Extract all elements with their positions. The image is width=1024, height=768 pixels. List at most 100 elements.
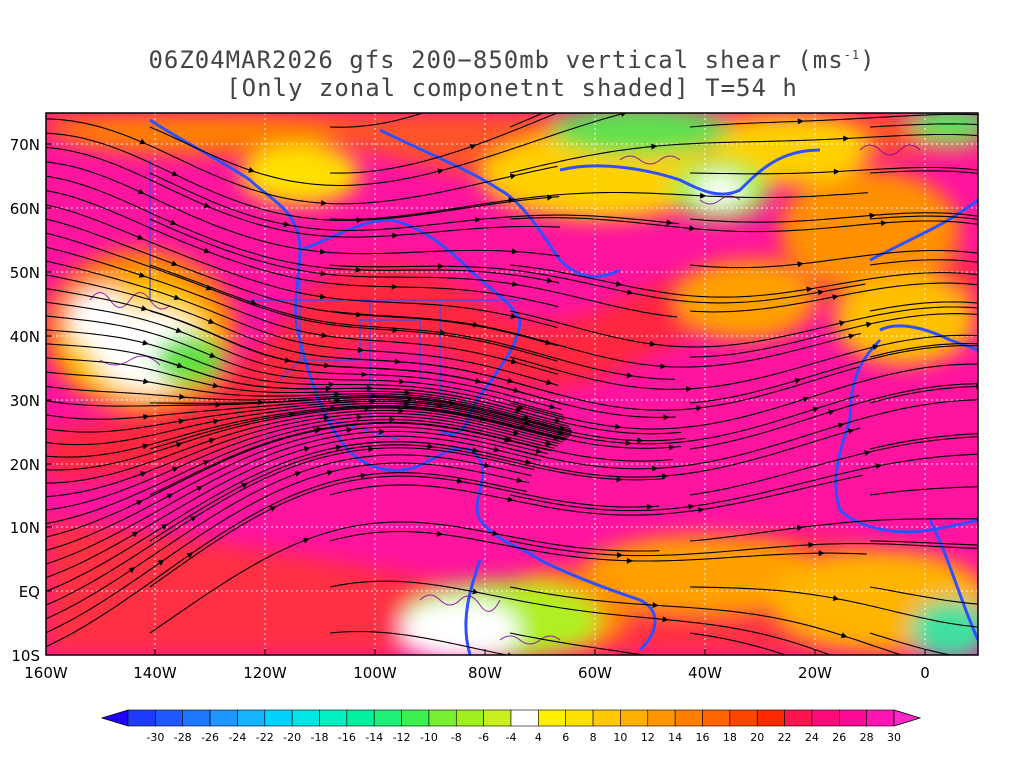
streamline-arrow <box>356 414 363 421</box>
streamline-arrow <box>437 402 444 409</box>
streamline <box>869 586 978 605</box>
streamline-arrow <box>848 333 855 340</box>
streamline <box>329 530 867 562</box>
colorbar-swatch <box>483 709 512 727</box>
streamline-arrow <box>615 280 623 287</box>
streamline-arrow <box>837 422 845 429</box>
streamline-arrow <box>157 559 165 566</box>
streamline-arrow <box>328 381 335 388</box>
streamline-arrow <box>208 437 216 444</box>
streamline-arrow <box>506 436 513 443</box>
colorbar-swatch <box>729 709 758 727</box>
streamline-arrow <box>797 261 804 268</box>
streamline-arrow <box>848 660 855 666</box>
streamline-arrow <box>806 286 813 293</box>
colorbar-swatch <box>264 709 293 727</box>
streamline-arrow <box>688 503 695 510</box>
streamline <box>329 630 510 655</box>
colorbar-label: -6 <box>478 731 489 744</box>
coastlines <box>149 118 978 655</box>
streamline <box>689 383 978 450</box>
streamline-arrow <box>662 473 669 480</box>
colorbar-swatch <box>373 709 402 727</box>
streamline-arrow <box>139 138 147 145</box>
colorbar-label: -4 <box>506 731 517 744</box>
colorbar-swatch <box>811 709 840 727</box>
streamline-arrow <box>802 396 810 403</box>
streamline <box>509 113 545 128</box>
streamline <box>46 430 545 565</box>
streamline-arrow <box>392 232 399 239</box>
colorbar-label: 10 <box>613 731 627 744</box>
colorbar-swatch <box>155 709 184 727</box>
streamline-arrow <box>439 329 447 336</box>
lat-labels: 70N 60N 50N 40N 30N 20N 10N EQ 10S <box>10 136 40 665</box>
streamline-arrow <box>516 477 523 484</box>
streamline-arrow <box>269 506 277 512</box>
streamline-arrow <box>404 401 411 407</box>
colorbar-label: -16 <box>338 731 356 744</box>
streamline-arrow <box>250 299 257 306</box>
streamline-arrow <box>196 485 203 492</box>
streamline <box>46 412 561 498</box>
colorbar-label: 26 <box>832 731 846 744</box>
streamline-arrow <box>319 293 327 300</box>
colorbar-swatch <box>209 709 238 727</box>
streamline <box>46 315 564 416</box>
streamline-arrow <box>535 448 543 454</box>
streamline-arrow <box>651 143 658 150</box>
colorbar-swatch <box>428 709 457 727</box>
streamline <box>329 113 425 128</box>
streamline-arrow <box>626 557 633 564</box>
streamline-arrow <box>435 106 442 112</box>
colorbar-swatch <box>127 709 156 727</box>
streamline-arrow <box>510 358 518 365</box>
streamline <box>46 418 555 525</box>
streamline-arrow <box>864 450 871 456</box>
streamline-arrow <box>483 462 491 469</box>
streamline <box>46 301 562 411</box>
colorbar-label: -18 <box>311 731 329 744</box>
colorbar-label: -30 <box>146 731 164 744</box>
streamline-arrow <box>511 281 519 287</box>
streamline <box>46 190 559 308</box>
streamline <box>509 632 647 655</box>
streamline <box>329 580 832 655</box>
streamline-arrow <box>368 446 375 453</box>
colorbar-label: -26 <box>201 731 219 744</box>
streamline-arrow <box>361 371 368 378</box>
streamline-arrow <box>449 400 456 407</box>
streamline <box>689 436 978 496</box>
streamline <box>46 405 568 458</box>
streamline-arrow <box>832 294 839 301</box>
streamline <box>46 407 566 471</box>
streamline-arrow <box>142 443 149 450</box>
streamline-arrow <box>170 219 177 225</box>
streamline <box>46 402 569 446</box>
streamline <box>46 472 528 648</box>
colorbar-label: 6 <box>562 731 569 744</box>
streamline <box>689 313 978 358</box>
streamline <box>46 462 530 634</box>
colorbar-label: 12 <box>641 731 655 744</box>
streamline-arrow <box>697 507 705 513</box>
streamline <box>689 212 978 223</box>
streamline <box>329 191 869 220</box>
colorbar-swatch <box>291 709 320 727</box>
streamline-arrow <box>137 188 145 195</box>
streamline-arrow <box>549 403 556 410</box>
shaded-field <box>46 113 978 655</box>
colorbar-label: -10 <box>420 731 438 744</box>
streamline-arrow <box>303 446 311 453</box>
streamline <box>46 232 558 362</box>
colorbar-swatch <box>538 709 567 727</box>
streamline-arrow <box>472 447 479 454</box>
streamline-arrow <box>325 385 332 392</box>
streamline-arrow <box>173 294 181 301</box>
streamline <box>509 217 978 233</box>
streamline <box>689 345 978 404</box>
streamline-arrow <box>689 225 696 232</box>
streamline-arrow <box>833 168 840 175</box>
streamline-arrow <box>171 170 179 177</box>
